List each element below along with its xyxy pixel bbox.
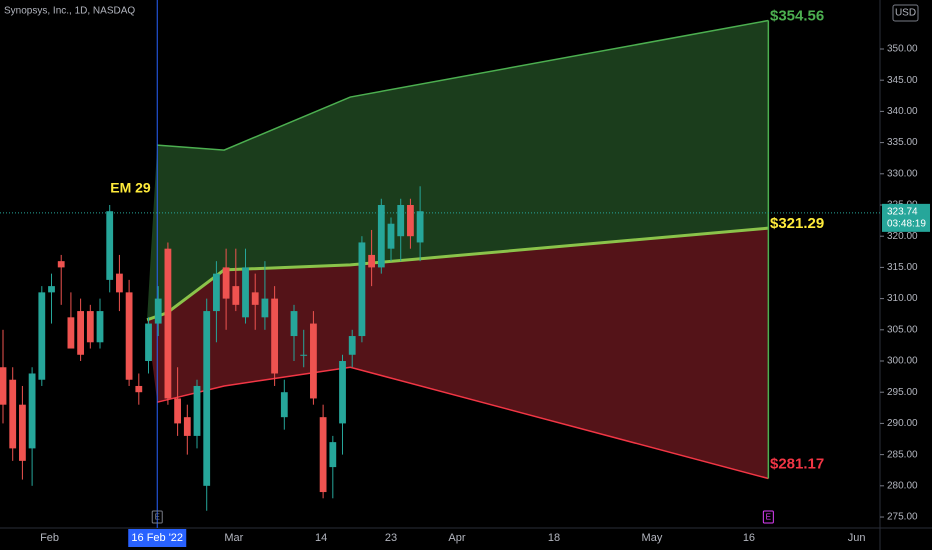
candle-body (310, 323, 317, 399)
y-tick-label: 345.00 (887, 75, 918, 86)
x-tick-label: 14 (315, 532, 327, 544)
candle-body (183, 417, 191, 436)
x-tick-label: Jun (848, 532, 866, 544)
candle-body (261, 298, 269, 318)
x-tick-label: Mar (224, 532, 243, 544)
band-label: $281.17 (770, 455, 824, 472)
candle-body (407, 204, 414, 237)
candle-body (368, 254, 376, 268)
candle-body (271, 298, 279, 374)
currency-label: USD (895, 8, 916, 19)
candle-body (339, 361, 346, 424)
y-tick-label: 310.00 (887, 293, 918, 304)
band-label: $321.29 (770, 215, 824, 232)
candle-body (232, 286, 240, 305)
last-price-label: 323.74 (887, 207, 918, 218)
candle-body (48, 286, 55, 293)
candle-body (116, 273, 123, 293)
y-tick-label: 290.00 (887, 418, 918, 429)
candle-body (0, 367, 7, 405)
y-tick-label: 305.00 (887, 324, 918, 335)
y-tick-label: 335.00 (887, 137, 918, 148)
candle-body (38, 292, 46, 380)
candle-body (280, 392, 288, 418)
y-tick-label: 295.00 (887, 387, 918, 398)
candle-body (348, 336, 356, 355)
candle-body (377, 204, 385, 268)
candle-body (222, 267, 230, 299)
event-marker (762, 510, 774, 524)
candle-body (251, 292, 259, 305)
candle-body (77, 311, 85, 355)
y-tick-label: 350.00 (887, 44, 918, 55)
candle-body (96, 311, 104, 343)
candle-body (319, 417, 327, 493)
y-tick-label: 315.00 (887, 262, 918, 273)
candle-body (125, 292, 133, 380)
x-tick-label: 16 (743, 532, 755, 544)
candle-body (416, 211, 424, 243)
candle-body (67, 317, 75, 349)
y-tick-label: 280.00 (887, 480, 918, 491)
y-tick-label: 300.00 (887, 356, 918, 367)
candle-body (193, 385, 201, 436)
candle-body (28, 373, 36, 449)
candle-body (290, 311, 298, 337)
annotation: EM 29 (110, 180, 151, 196)
candle-body (57, 261, 65, 268)
candle-body (329, 442, 337, 468)
last-price-tag (882, 203, 930, 232)
upper-band-line (157, 19, 769, 151)
candle-body (213, 273, 220, 312)
upper-band-area (147, 20, 769, 320)
candle-body (358, 242, 366, 337)
y-tick-label: 285.00 (887, 449, 918, 460)
lower-band-line (157, 366, 769, 480)
candle-body (135, 385, 143, 393)
event-marker (151, 510, 163, 524)
countdown-label: 03:48:19 (887, 219, 926, 230)
candle-body (387, 223, 395, 249)
candle-body (106, 211, 114, 280)
x-tick-label: 23 (385, 532, 397, 544)
y-tick-label: 330.00 (887, 168, 918, 179)
y-tick-label: 275.00 (887, 512, 918, 523)
candle-body (145, 323, 152, 362)
event-label: E (155, 513, 160, 522)
candle-body (242, 267, 249, 318)
event-label: E (766, 513, 771, 522)
lower-band-area (147, 228, 769, 479)
candle-body (164, 248, 172, 399)
cursor-label-box (128, 529, 187, 547)
candle-body (300, 354, 308, 356)
x-tick-label: 18 (548, 532, 560, 544)
y-tick-label: 340.00 (887, 106, 918, 117)
x-tick-label: Feb (40, 532, 59, 544)
cursor-label: 16 Feb '22 (131, 532, 183, 544)
chart-title: Synopsys, Inc., 1D, NASDAQ (4, 6, 135, 17)
candle-body (19, 404, 26, 461)
currency-box (892, 4, 919, 22)
candle-body (9, 379, 17, 449)
x-tick-label: May (642, 532, 663, 544)
candle-body (397, 204, 405, 237)
candle-body (174, 398, 182, 424)
candle-body (203, 311, 211, 486)
candle-body (86, 311, 94, 343)
y-tick-label: 320.00 (887, 231, 918, 242)
band-label: $354.56 (770, 7, 824, 24)
x-tick-label: Apr (448, 532, 465, 544)
candle-body (154, 298, 162, 324)
